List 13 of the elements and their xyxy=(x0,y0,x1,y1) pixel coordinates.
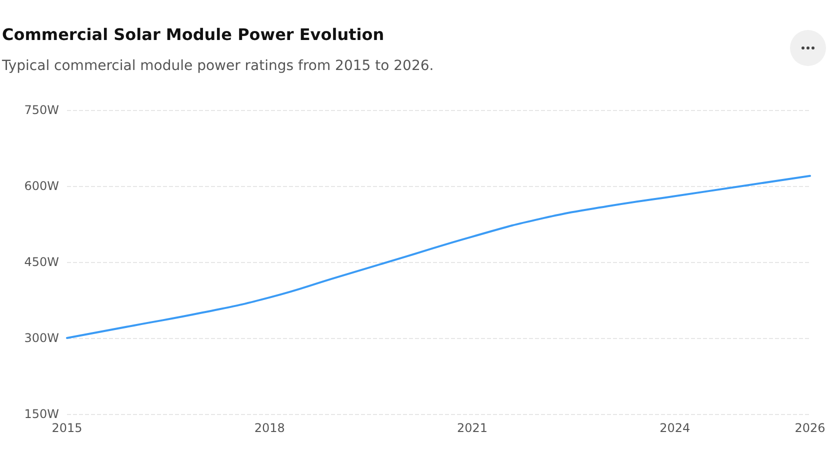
chart-subtitle: Typical commercial module power ratings from 2015 to 2026. xyxy=(2,58,434,74)
y-tick-label: 600W xyxy=(24,179,60,193)
x-tick-label: 2026 xyxy=(794,421,826,435)
y-tick-label: 750W xyxy=(24,103,60,117)
x-tick-label: 2021 xyxy=(457,421,488,435)
y-tick-label: 450W xyxy=(24,255,60,269)
y-tick-label: 300W xyxy=(24,331,60,345)
line-series xyxy=(66,174,811,339)
x-tick-label: 2018 xyxy=(254,421,285,435)
x-tick-label: 2024 xyxy=(660,421,690,435)
chart-title: Commercial Solar Module Power Evolution xyxy=(2,25,384,44)
x-tick-label: 2015 xyxy=(52,421,82,435)
y-tick-label: 150W xyxy=(24,407,60,421)
